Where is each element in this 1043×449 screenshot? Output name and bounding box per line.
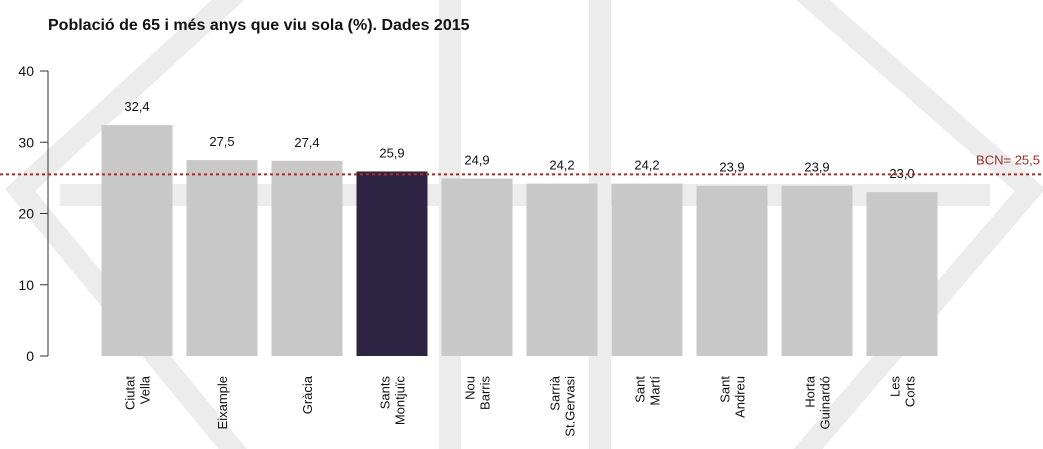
bar bbox=[441, 178, 513, 356]
x-tick-label-line: Sant bbox=[633, 376, 648, 403]
x-tick-label-line: Sants bbox=[378, 376, 393, 410]
bar bbox=[271, 160, 343, 356]
x-tick-label-line: Sant bbox=[718, 376, 733, 403]
value-label: 24,2 bbox=[634, 158, 659, 173]
x-tick-label-line: Andreu bbox=[733, 376, 748, 418]
x-tick-label-line: Barris bbox=[478, 376, 493, 410]
x-tick-label: SantsMontjuïc bbox=[378, 376, 408, 426]
bar bbox=[186, 160, 258, 356]
x-tick-label: SantMartí bbox=[633, 376, 663, 406]
x-tick-label-line: Montjuïc bbox=[393, 376, 408, 426]
x-tick-label: SantAndreu bbox=[718, 376, 748, 418]
value-label: 24,2 bbox=[549, 158, 574, 173]
bar bbox=[781, 185, 853, 356]
value-label: 27,4 bbox=[294, 135, 319, 150]
bar bbox=[866, 192, 938, 356]
value-label: 23,9 bbox=[804, 160, 829, 175]
x-tick-label-line: Martí bbox=[648, 376, 663, 406]
chart-title: Població de 65 i més anys que viu sola (… bbox=[48, 17, 470, 34]
x-tick-label: Gràcia bbox=[300, 375, 315, 414]
y-tick-label: 0 bbox=[26, 348, 34, 364]
value-label: 24,9 bbox=[464, 153, 489, 168]
value-label: 27,5 bbox=[209, 134, 234, 149]
bar bbox=[526, 183, 598, 356]
bar bbox=[696, 185, 768, 356]
y-tick-label: 30 bbox=[18, 134, 34, 150]
x-tick-label-line: Les bbox=[888, 376, 903, 397]
value-label: 23,9 bbox=[719, 160, 744, 175]
y-tick-label: 40 bbox=[18, 63, 34, 79]
x-tick-label-line: Eixample bbox=[215, 376, 230, 429]
x-tick-label-line: St.Gervasi bbox=[563, 376, 578, 437]
x-tick-label-line: Horta bbox=[803, 375, 818, 408]
bar bbox=[356, 171, 428, 356]
x-tick-label: CiutatVella bbox=[123, 375, 153, 410]
x-tick-label: Eixample bbox=[215, 376, 230, 429]
value-label: 32,4 bbox=[124, 99, 149, 114]
x-tick-label-line: Ciutat bbox=[123, 376, 138, 410]
value-label: 25,9 bbox=[379, 145, 404, 160]
x-tick-label-line: Gràcia bbox=[300, 375, 315, 414]
y-tick-label: 20 bbox=[18, 206, 34, 222]
x-tick-label-line: Corts bbox=[903, 376, 918, 408]
x-tick-label-line: Guinardó bbox=[818, 376, 833, 429]
x-tick-label: HortaGuinardó bbox=[803, 375, 833, 429]
x-tick-label: LesCorts bbox=[888, 376, 918, 408]
bar bbox=[101, 125, 173, 357]
y-tick-label: 10 bbox=[18, 277, 34, 293]
bar bbox=[611, 183, 683, 356]
x-tick-label-line: Sarrià bbox=[548, 375, 563, 410]
x-tick-label-line: Vella bbox=[138, 375, 153, 404]
x-tick-label-line: Nou bbox=[463, 376, 478, 400]
x-tick-label: NouBarris bbox=[463, 376, 493, 410]
reference-label: BCN= 25,5 bbox=[976, 152, 1040, 167]
x-tick-label: SarriàSt.Gervasi bbox=[548, 375, 578, 436]
